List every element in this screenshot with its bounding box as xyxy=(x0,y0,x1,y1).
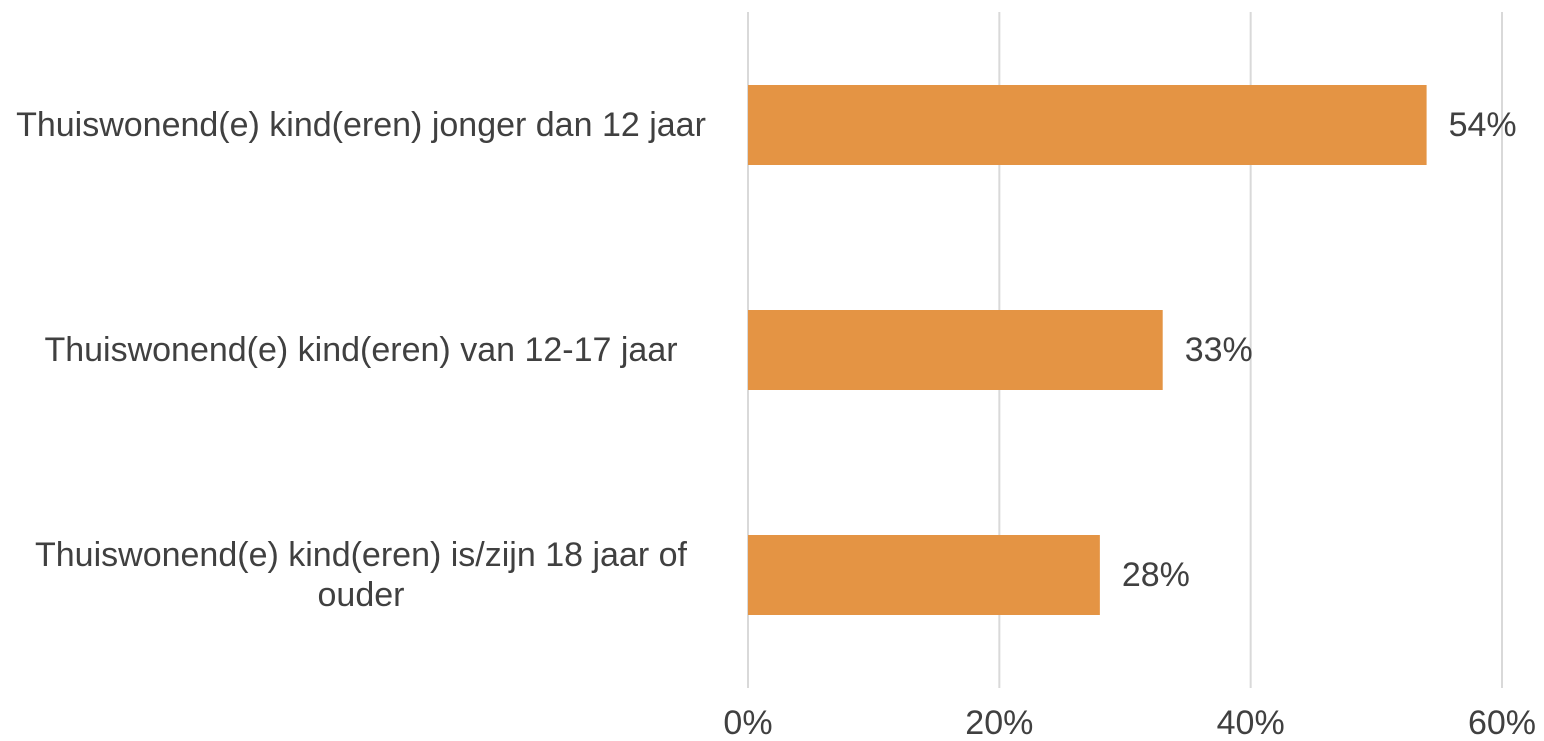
x-tick-label: 0% xyxy=(723,704,772,741)
bar xyxy=(748,535,1100,615)
y-tick-label: Thuiswonend(e) kind(eren) van 12-17 jaar xyxy=(44,331,678,369)
data-label: 54% xyxy=(1449,106,1517,144)
y-tick-label: Thuiswonend(e) kind(eren) jonger dan 12 … xyxy=(16,106,706,144)
y-tick-label: Thuiswonend(e) kind(eren) is/zijn 18 jaa… xyxy=(35,536,687,614)
data-label: 28% xyxy=(1122,556,1190,594)
x-tick-label: 20% xyxy=(965,704,1033,741)
x-tick-label: 60% xyxy=(1468,704,1536,741)
bar xyxy=(748,310,1163,390)
x-tick-label: 40% xyxy=(1217,704,1285,741)
bar xyxy=(748,85,1427,165)
data-label: 33% xyxy=(1185,331,1253,369)
